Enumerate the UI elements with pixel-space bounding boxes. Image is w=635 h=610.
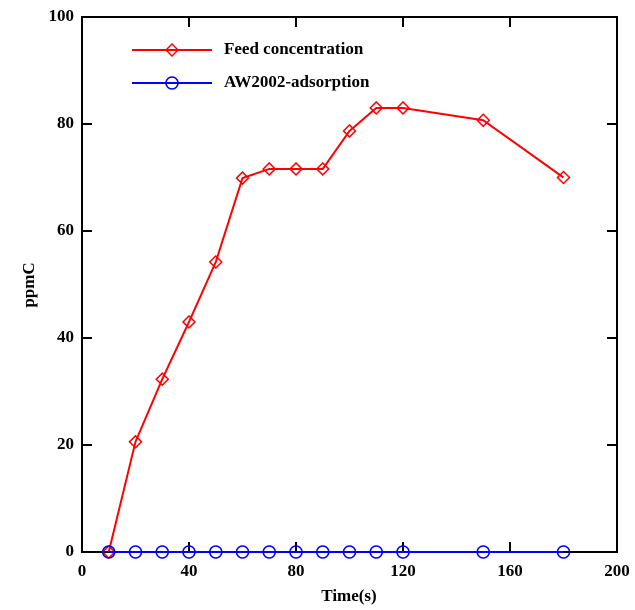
marker: [369, 545, 383, 559]
marker: [288, 161, 304, 177]
x-tick-label: 40: [181, 561, 198, 580]
marker: [342, 545, 357, 559]
marker: [181, 314, 197, 330]
marker: [395, 100, 411, 116]
marker: [155, 372, 170, 387]
marker: [208, 254, 223, 270]
x-axis-label: Time(s): [321, 586, 376, 605]
y-tick-label: 80: [57, 113, 74, 132]
legend-label: Feed concentration: [224, 39, 364, 58]
x-tick-label: 160: [497, 561, 523, 580]
marker: [476, 545, 490, 559]
marker: [342, 123, 357, 139]
marker: [262, 161, 277, 177]
marker: [182, 545, 196, 559]
marker: [128, 434, 143, 449]
legend-marker: [165, 76, 179, 90]
y-tick-label: 0: [66, 541, 75, 560]
marker: [369, 100, 384, 116]
y-tick-label: 20: [57, 434, 74, 453]
marker: [556, 170, 571, 185]
marker: [262, 545, 276, 559]
marker: [315, 161, 330, 177]
legend-marker: [164, 42, 180, 58]
marker: [235, 545, 250, 559]
y-tick-label: 60: [57, 220, 74, 239]
x-tick-label: 120: [390, 561, 416, 580]
marker: [128, 545, 143, 559]
marker: [316, 545, 330, 559]
y-tick-label: 40: [57, 327, 74, 346]
marker: [155, 545, 169, 559]
marker: [476, 113, 491, 128]
x-tick-label: 200: [604, 561, 630, 580]
marker: [235, 170, 250, 186]
y-axis-label: ppmC: [19, 262, 38, 307]
legend-label: AW2002-adsorption: [224, 72, 370, 91]
marker: [556, 545, 571, 559]
series-line: [107, 106, 565, 553]
y-tick-label: 100: [49, 6, 75, 25]
plot-frame: [81, 16, 618, 553]
marker: [396, 545, 410, 559]
marker: [289, 545, 303, 559]
marker: [209, 545, 223, 559]
x-tick-label: 80: [288, 561, 305, 580]
x-tick-label: 0: [78, 561, 87, 580]
marker: [102, 545, 116, 559]
